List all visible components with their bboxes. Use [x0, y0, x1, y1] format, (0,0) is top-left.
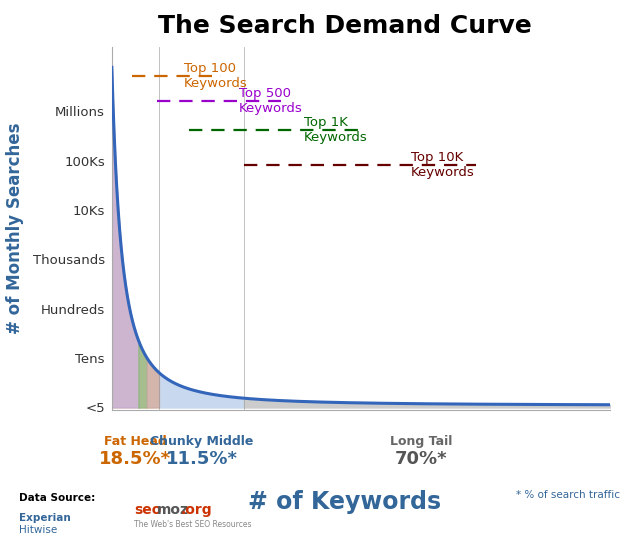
Text: Experian: Experian	[19, 513, 71, 523]
Text: 70%*: 70%*	[394, 450, 447, 468]
Text: The Web's Best SEO Resources: The Web's Best SEO Resources	[134, 520, 252, 530]
Text: Long Tail: Long Tail	[390, 435, 452, 448]
Text: The Search Demand Curve: The Search Demand Curve	[158, 14, 532, 38]
Text: Top 500
Keywords: Top 500 Keywords	[239, 88, 303, 115]
Text: 11.5%*: 11.5%*	[166, 450, 238, 468]
Text: Top 10K
Keywords: Top 10K Keywords	[411, 151, 475, 178]
Text: Hitwise: Hitwise	[19, 525, 58, 535]
Text: * % of search traffic: * % of search traffic	[516, 490, 620, 500]
Text: seo: seo	[134, 503, 162, 517]
Text: Top 1K
Keywords: Top 1K Keywords	[304, 116, 367, 144]
Text: Chunky Middle: Chunky Middle	[150, 435, 253, 448]
Text: 18.5%*: 18.5%*	[100, 450, 171, 468]
Text: Fat Head: Fat Head	[104, 435, 167, 448]
Y-axis label: # of Monthly Searches: # of Monthly Searches	[6, 123, 24, 334]
Text: Data Source:: Data Source:	[19, 494, 95, 504]
Text: moz: moz	[157, 503, 189, 517]
Text: .org: .org	[180, 503, 212, 517]
Text: Top 100
Keywords: Top 100 Keywords	[184, 61, 248, 90]
Text: # of Keywords: # of Keywords	[249, 490, 442, 514]
